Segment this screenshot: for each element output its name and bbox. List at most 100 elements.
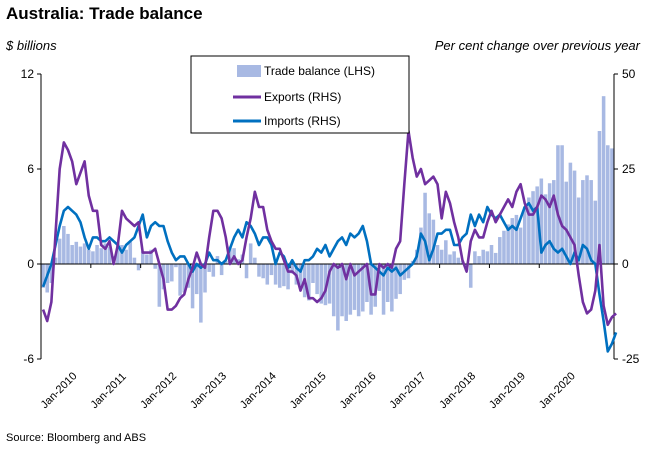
- trade-balance-bar: [53, 257, 58, 264]
- chart-lines: [41, 129, 618, 353]
- trade-balance-bar: [157, 264, 162, 307]
- trade-balance-bar: [70, 245, 74, 264]
- trade-balance-bar: [290, 264, 294, 274]
- chart-title: Australia: Trade balance: [6, 4, 203, 23]
- left-axis-unit-label: $ billions: [6, 38, 57, 53]
- trade-balance-bar: [128, 241, 133, 264]
- trade-balance-bar: [91, 251, 95, 264]
- trade-balance-bar: [348, 264, 353, 315]
- trade-balance-bar: [518, 227, 523, 264]
- trade-balance-bar: [207, 264, 211, 272]
- trade-balance-bar: [522, 207, 527, 264]
- trade-balance-bar: [307, 264, 311, 301]
- trade-balance-bar: [356, 264, 361, 317]
- trade-balance-bar: [116, 243, 120, 264]
- trade-balance-bar: [498, 237, 502, 264]
- trade-balance-bar: [477, 256, 481, 264]
- trade-balance-bars: [41, 96, 614, 331]
- trade-balance-bar: [452, 251, 456, 264]
- trade-balance-bar: [136, 264, 141, 271]
- trade-balance-bar: [74, 241, 79, 264]
- trade-balance-bar: [381, 264, 386, 315]
- trade-balance-bar: [394, 264, 398, 299]
- trade-balance-bar: [419, 227, 423, 264]
- trade-balance-bar: [398, 264, 402, 295]
- trade-balance-bar: [423, 192, 427, 264]
- trade-balance-bar: [253, 257, 257, 264]
- trade-balance-bar: [190, 264, 195, 309]
- trade-balance-bar: [543, 194, 548, 264]
- trade-balance-bar: [606, 145, 610, 264]
- trade-balance-bar: [435, 245, 440, 264]
- trade-balance-bar: [103, 243, 108, 264]
- trade-balance-bar: [493, 252, 498, 264]
- trade-balance-bar: [568, 162, 573, 264]
- x-tick-label: Jan-2016: [338, 370, 379, 411]
- trade-balance-bar: [593, 200, 598, 264]
- right-tick-label: -25: [622, 352, 640, 366]
- trade-balance-bar: [468, 264, 473, 288]
- trade-balance-bar: [448, 254, 452, 264]
- trade-balance-bar: [352, 264, 357, 310]
- trade-balance-bar: [120, 245, 124, 264]
- legend-item-imports: Imports (RHS): [264, 114, 341, 128]
- trade-balance-bar: [282, 264, 286, 287]
- x-tick-label: Jan-2018: [437, 370, 478, 411]
- trade-balance-bar: [145, 254, 149, 264]
- x-tick-label: Jan-2012: [138, 370, 179, 411]
- trade-balance-bar: [41, 264, 45, 288]
- trade-balance-bar: [581, 180, 585, 264]
- trade-balance-bar: [431, 219, 436, 264]
- trade-balance-bar: [219, 264, 224, 276]
- trade-balance-bar: [57, 238, 62, 264]
- x-tick-label: Jan-2011: [88, 371, 128, 411]
- left-tick-label: 0: [27, 257, 34, 271]
- trade-balance-bar: [140, 251, 145, 264]
- trade-balance-bar: [585, 175, 589, 264]
- right-tick-label: 50: [622, 67, 636, 81]
- trade-balance-bar: [257, 264, 261, 277]
- trade-balance-bar: [385, 264, 390, 302]
- trade-balance-bar: [444, 240, 448, 264]
- left-tick-label: 12: [21, 67, 35, 81]
- trade-balance-bar: [344, 264, 348, 321]
- x-tick-label: Jan-2014: [238, 370, 279, 411]
- trade-balance-bar: [269, 264, 274, 276]
- left-tick-label: 6: [27, 162, 34, 176]
- trade-balance-bar: [527, 197, 531, 264]
- source-note: Source: Bloomberg and ABS: [6, 432, 147, 444]
- x-tick-label: Jan-2013: [188, 370, 229, 411]
- trade-balance-bar: [601, 96, 606, 264]
- trade-balance-bar: [265, 264, 270, 285]
- trade-balance-bar: [78, 246, 83, 264]
- trade-balance-bar: [194, 264, 199, 295]
- trade-balance-bar: [319, 264, 324, 304]
- trade-balance-bar: [506, 224, 510, 264]
- left-tick-label: -6: [23, 352, 34, 366]
- trade-balance-bar: [510, 218, 515, 264]
- trade-balance-bar: [514, 214, 519, 264]
- x-tick-label: Jan-2019: [487, 370, 528, 411]
- right-tick-label: 25: [622, 162, 636, 176]
- x-tick-label: Jan-2020: [537, 370, 578, 411]
- trade-balance-bar: [49, 264, 54, 283]
- legend-box: [190, 55, 410, 134]
- legend-swatch-bar: [237, 65, 261, 77]
- right-axis-unit-label: Per cent change over previous year: [434, 38, 640, 53]
- trade-balance-bar: [377, 264, 382, 291]
- trade-balance-bar: [211, 264, 216, 277]
- trade-balance-bar: [298, 264, 303, 287]
- trade-balance-bar: [124, 249, 128, 264]
- trade-balance-bar: [531, 191, 535, 264]
- trade-balance-bar: [277, 264, 282, 288]
- trade-balance-bar: [327, 264, 332, 304]
- trade-balance-bar: [439, 249, 444, 264]
- trade-balance-bar: [311, 264, 315, 283]
- trade-balance-bar: [336, 264, 340, 331]
- trade-balance-bar: [174, 264, 178, 268]
- trade-balance-bar: [365, 264, 369, 302]
- trade-balance-bar: [315, 264, 319, 295]
- trade-balance-bar: [502, 230, 506, 264]
- trade-balance-bar: [610, 148, 614, 264]
